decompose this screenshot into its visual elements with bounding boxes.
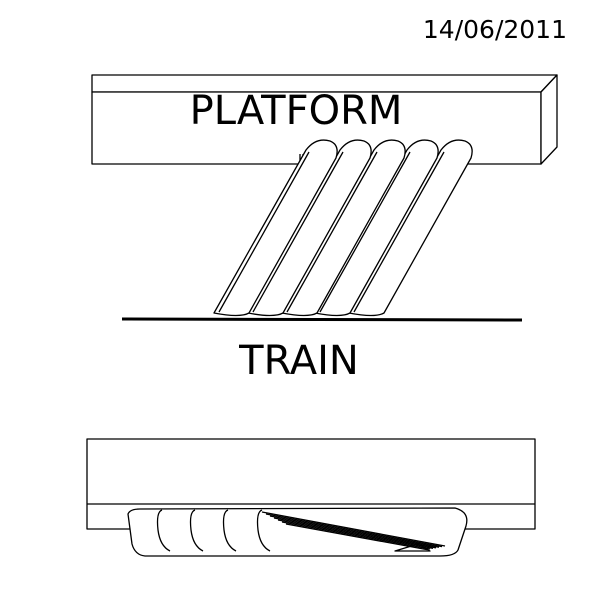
train-edge-line (121, 317, 523, 322)
platform-side-face (540, 74, 558, 165)
bottom-view (86, 438, 536, 557)
folded-panel-hatch (261, 511, 446, 547)
folded-panel-tip (394, 543, 431, 552)
panel-3 (281, 139, 406, 317)
panel-4 (314, 139, 439, 317)
folded-panel-hatch (285, 523, 428, 551)
folded-panel-divider-1 (156, 509, 171, 552)
panel-4-edge (319, 151, 411, 313)
folded-panels (127, 507, 468, 557)
panel-1-edge (218, 151, 310, 313)
panel-2 (247, 139, 372, 317)
folded-panel-hatch (273, 517, 437, 549)
panel-1 (213, 139, 338, 317)
folded-panels-outline (127, 507, 468, 557)
platform-label: PLATFORM (190, 88, 403, 134)
folded-panel-divider-4 (256, 509, 271, 552)
panel-3-edge (286, 151, 378, 313)
date-label: 14/06/2011 (423, 15, 567, 44)
folded-panel-hatch (281, 521, 431, 550)
folded-panel-divider-3 (222, 509, 237, 552)
folded-panel-divider-2 (189, 509, 204, 552)
panel-5-edge (353, 151, 445, 313)
folded-panel-hatch (269, 515, 440, 548)
panel-5 (348, 139, 473, 317)
gap-filler-panels (213, 139, 473, 317)
folded-panel-hatch (265, 513, 443, 548)
train-label: TRAIN (238, 338, 359, 384)
folded-panel-hatch (277, 519, 434, 550)
panel-2-edge (252, 151, 344, 313)
